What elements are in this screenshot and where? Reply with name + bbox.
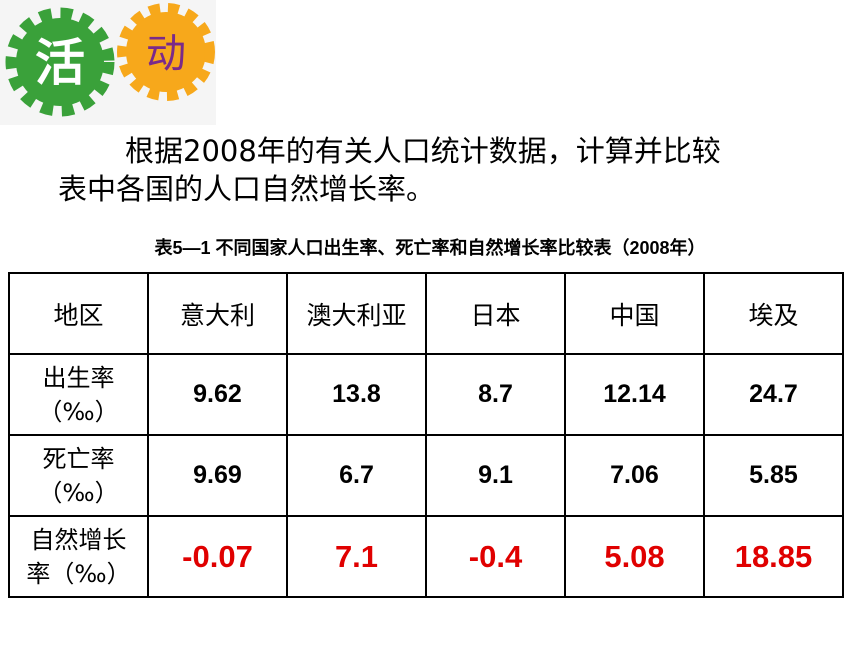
value-cell: 5.08 — [564, 515, 705, 598]
value-cell: 9.62 — [147, 353, 288, 436]
row-label-line: （‰） — [38, 397, 119, 426]
orange-gear — [126, 12, 206, 92]
value-cell: 9.69 — [147, 434, 288, 517]
value-cell: 6.7 — [286, 434, 427, 517]
header-cell: 埃及 — [703, 272, 844, 355]
row-label: 死亡率 （‰） — [8, 434, 149, 517]
value-cell: 12.14 — [564, 353, 705, 436]
data-table: 地区 意大利 澳大利亚 日本 中国 埃及出生率 （‰） 9.62 13.8 8.7 12.14 24.… — [8, 272, 844, 598]
value-cell: 18.85 — [703, 515, 844, 598]
value-cell: -0.4 — [425, 515, 566, 598]
badge-left: 活 — [35, 34, 85, 92]
row-label-line: 自然增长 — [30, 525, 127, 554]
value-cell: 7.1 — [286, 515, 427, 598]
value-cell: 5.85 — [703, 434, 844, 517]
table-row: 自然增长 率（‰） -0.07 7.1 -0.4 5.08 18.85 — [8, 515, 844, 598]
row-label: 出生率 （‰） — [8, 353, 149, 436]
badge-right: 动 — [146, 31, 186, 77]
value-cell: 8.7 — [425, 353, 566, 436]
value-cell: 9.1 — [425, 434, 566, 517]
row-label-line: 死亡率 — [42, 444, 115, 473]
orange-gear-teeth — [117, 3, 215, 101]
intro-line: 根据2008年的有关人口统计数据，计算并比较 — [125, 134, 721, 168]
value-cell: 13.8 — [286, 353, 427, 436]
table-row: 出生率 （‰） 9.62 13.8 8.7 12.14 24.7 — [8, 353, 844, 436]
row-label-line: （‰） — [38, 478, 119, 507]
row-label-line: 出生率 — [42, 363, 115, 392]
green-gear — [16, 18, 104, 106]
value-cell: 24.7 — [703, 353, 844, 436]
green-gear-teeth — [5, 7, 115, 117]
intro-line: 表中各国的人口自然增长率。 — [58, 172, 436, 206]
value-cell: -0.07 — [147, 515, 288, 598]
header-cell: 意大利 — [147, 272, 288, 355]
row-label-line: 率（‰） — [26, 559, 131, 588]
value-cell: 7.06 — [564, 434, 705, 517]
header-cell: 日本 — [425, 272, 566, 355]
table-caption: 表5—1 不同国家人口出生率、死亡率和自然增长率比较表（2008年） — [154, 238, 706, 258]
header-cell: 地区 — [8, 272, 149, 355]
header-cell: 澳大利亚 — [286, 272, 427, 355]
row-label: 自然增长率（‰） — [8, 515, 149, 598]
header-cell: 中国 — [564, 272, 705, 355]
table-row: 死亡率 （‰） 9.69 6.7 9.1 7.06 5.85 — [8, 434, 844, 517]
badge: 活 动 — [0, 0, 216, 125]
header-row: 地区 意大利 澳大利亚 日本 中国 埃及 — [8, 272, 844, 355]
